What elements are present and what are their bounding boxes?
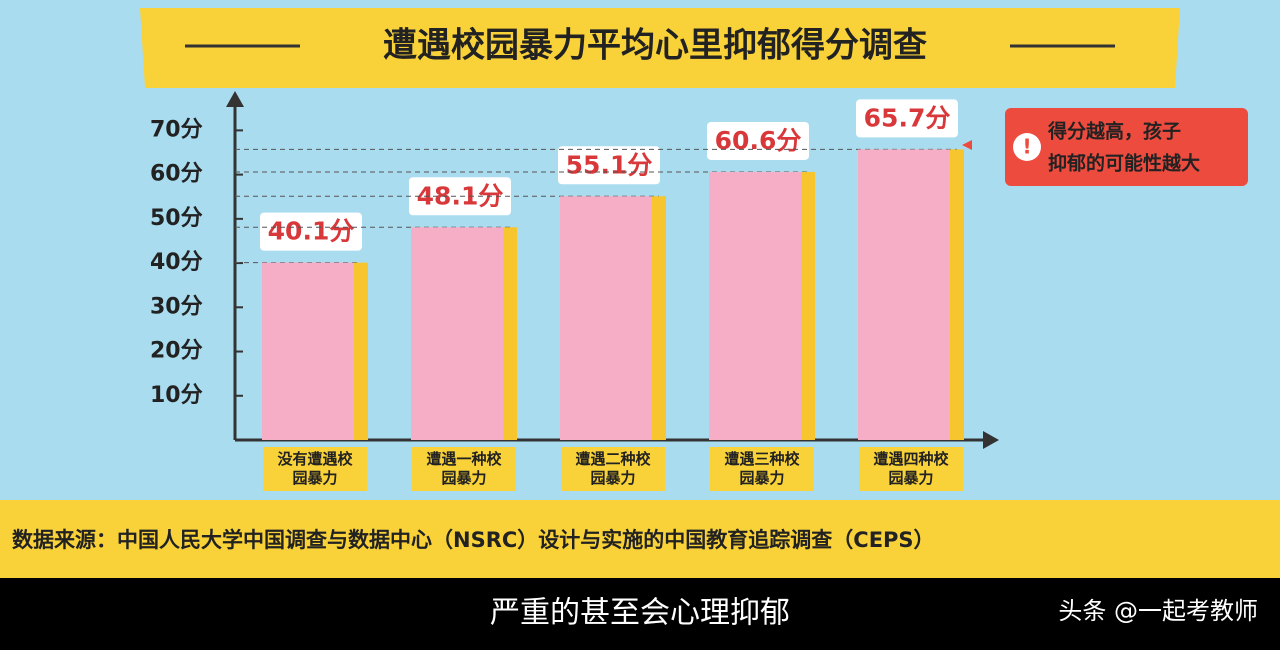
bar-edge	[652, 196, 666, 440]
value-label: 48.1分	[417, 181, 504, 210]
y-tick-label: 40分	[150, 250, 203, 275]
value-label-box	[260, 212, 362, 251]
bar-edge	[354, 262, 368, 440]
source-bar	[0, 500, 1280, 578]
value-label: 65.7分	[864, 103, 951, 132]
chart-title: 遭遇校园暴力平均心里抑郁得分调查	[383, 26, 927, 66]
x-axis-arrow	[983, 431, 999, 449]
caption-bar	[0, 578, 1280, 650]
value-label-box	[707, 121, 809, 160]
x-tick-label: 遭遇一种校园暴力	[412, 447, 516, 491]
bar	[411, 227, 503, 440]
y-tick-label: 30分	[150, 294, 203, 319]
title-banner	[140, 8, 1180, 88]
y-tick-label: 10分	[150, 383, 203, 408]
note-icon	[1013, 133, 1041, 161]
bar	[560, 196, 652, 440]
bar-edge	[950, 149, 964, 440]
x-tick-label: 遭遇二种校园暴力	[561, 447, 665, 491]
bar-edge	[503, 227, 517, 440]
bar-edge	[801, 171, 815, 440]
note-line: 得分越高，孩子	[1047, 120, 1181, 143]
value-label: 40.1分	[268, 217, 355, 246]
y-tick-label: 20分	[150, 339, 203, 364]
y-tick-label: 50分	[150, 206, 203, 231]
note-line: 抑郁的可能性越大	[1048, 152, 1200, 175]
y-tick-label: 70分	[150, 117, 203, 142]
value-label: 55.1分	[566, 150, 653, 179]
note-box	[1005, 108, 1248, 186]
y-tick-label: 60分	[150, 162, 203, 187]
bar	[858, 149, 950, 440]
bar	[262, 262, 354, 440]
x-tick-label: 没有遭遇校园暴力	[263, 447, 367, 491]
x-tick-label: 遭遇四种校园暴力	[859, 447, 963, 491]
watermark: 头条 @一起考教师	[1058, 597, 1258, 625]
caption: 严重的甚至会心理抑郁	[490, 596, 790, 631]
note-icon-mark: !	[1022, 135, 1031, 159]
value-label: 60.6分	[715, 126, 802, 155]
x-tick-label: 遭遇三种校园暴力	[710, 447, 814, 491]
bar	[709, 171, 801, 440]
value-label-box	[558, 146, 660, 185]
y-axis-arrow	[226, 91, 244, 107]
source: 数据来源：中国人民大学中国调查与数据中心（NSRC）设计与实施的中国教育追踪调查…	[12, 528, 935, 552]
note-pointer	[962, 140, 972, 150]
value-label-box	[856, 99, 958, 138]
